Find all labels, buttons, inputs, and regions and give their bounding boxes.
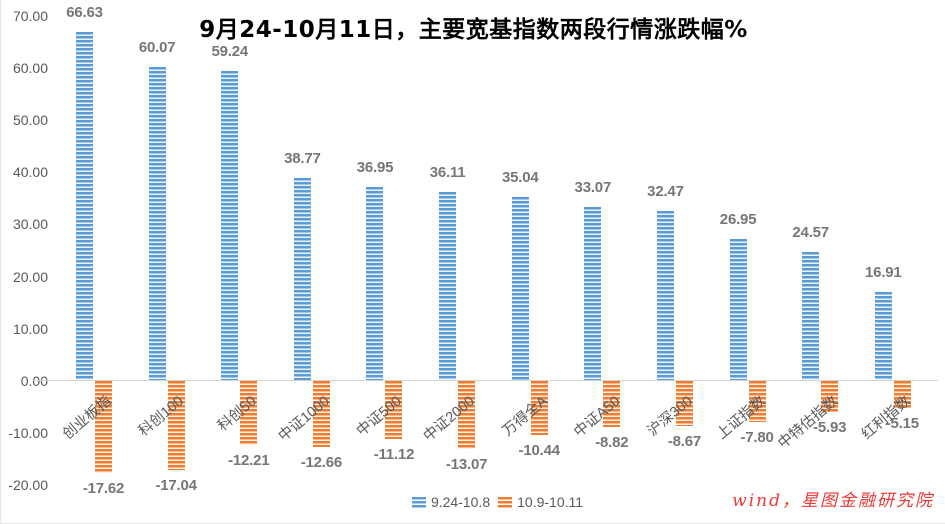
- legend-swatch-blue: [411, 496, 426, 508]
- bar-10.9-10.11: [748, 381, 766, 422]
- y-tick-label: 70.00: [12, 7, 48, 24]
- source-watermark: wind，星图金融研究院: [732, 491, 934, 511]
- bar-value-label: 26.95: [719, 211, 757, 229]
- bar-value-label: -8.67: [667, 433, 702, 451]
- y-tick-label: 10.00: [12, 320, 48, 337]
- bar-value-label: 35.04: [501, 169, 539, 187]
- bar-9.24-10.8: [511, 197, 529, 380]
- bar-value-label: -11.12: [373, 446, 415, 463]
- legend-item-series1: 9.24-10.8: [411, 494, 491, 510]
- y-tick-label: -10.00: [8, 425, 48, 442]
- legend-label-series2: 10.9-10.11: [517, 494, 584, 510]
- bar-value-label: -8.82: [595, 434, 629, 451]
- bar-10.9-10.11: [675, 381, 693, 427]
- bar-9.24-10.8: [221, 70, 239, 380]
- bar-value-label: -13.07: [445, 456, 488, 474]
- bar-10.9-10.11: [312, 381, 330, 448]
- bar-value-label: -5.15: [885, 414, 919, 432]
- bar-9.24-10.8: [76, 32, 93, 380]
- chart-title: 9月24-10月11日，主要宽基指数两段行情涨跌幅%: [199, 17, 748, 43]
- bar-10.9-10.11: [167, 381, 185, 470]
- bar-9.24-10.8: [656, 210, 674, 380]
- y-tick-label: -20.00: [8, 477, 48, 494]
- bar-value-label: -12.66: [300, 454, 343, 472]
- zero-gridline: [33, 380, 938, 381]
- bar-10.9-10.11: [530, 381, 548, 436]
- bar-9.24-10.8: [729, 239, 747, 380]
- bar-value-label: -12.21: [228, 451, 270, 469]
- legend: 9.24-10.8 10.9-10.11: [25, 494, 945, 510]
- bar-9.24-10.8: [148, 66, 166, 380]
- y-tick-label: 30.00: [12, 216, 48, 233]
- bar-value-label: -10.44: [518, 442, 561, 460]
- bar-value-label: 60.07: [138, 38, 176, 56]
- bar-9.24-10.8: [584, 207, 602, 380]
- bar-9.24-10.8: [874, 291, 892, 380]
- bar-value-label: 36.95: [356, 159, 394, 177]
- bar-9.24-10.8: [802, 251, 820, 380]
- bar-10.9-10.11: [385, 381, 403, 439]
- legend-swatch-orange: [498, 496, 513, 508]
- bar-value-label: -7.80: [740, 428, 774, 446]
- bar-value-label: 36.11: [429, 163, 466, 181]
- bar-9.24-10.8: [293, 177, 311, 380]
- bar-10.9-10.11: [821, 381, 839, 412]
- legend-label-series1: 9.24-10.8: [430, 494, 491, 510]
- bar-10.9-10.11: [458, 381, 476, 450]
- bar-value-label: 66.63: [66, 4, 103, 22]
- y-tick-label: 40.00: [12, 164, 48, 181]
- bar-value-label: 24.57: [792, 223, 829, 241]
- bar-10.9-10.11: [893, 381, 911, 408]
- bar-10.9-10.11: [240, 381, 258, 445]
- bar-10.9-10.11: [603, 381, 621, 427]
- bar-value-label: -5.93: [813, 418, 847, 436]
- bar-value-label: -17.62: [82, 479, 125, 497]
- bar-9.24-10.8: [439, 191, 457, 380]
- bar-value-label: 32.47: [647, 182, 684, 200]
- y-tick-label: 0.00: [20, 373, 48, 389]
- bar-value-label: 38.77: [284, 149, 321, 167]
- y-tick-label: 60.00: [12, 59, 48, 76]
- bar-value-label: 59.24: [211, 42, 248, 60]
- bar-9.24-10.8: [366, 187, 384, 380]
- y-tick-label: 20.00: [12, 268, 48, 285]
- y-tick-label: 50.00: [12, 112, 48, 129]
- bar-value-label: 16.91: [865, 263, 902, 281]
- legend-item-series2: 10.9-10.11: [498, 494, 583, 510]
- bar-value-label: -17.04: [155, 476, 197, 494]
- bar-value-label: 33.07: [574, 179, 612, 197]
- bar-10.9-10.11: [95, 381, 112, 473]
